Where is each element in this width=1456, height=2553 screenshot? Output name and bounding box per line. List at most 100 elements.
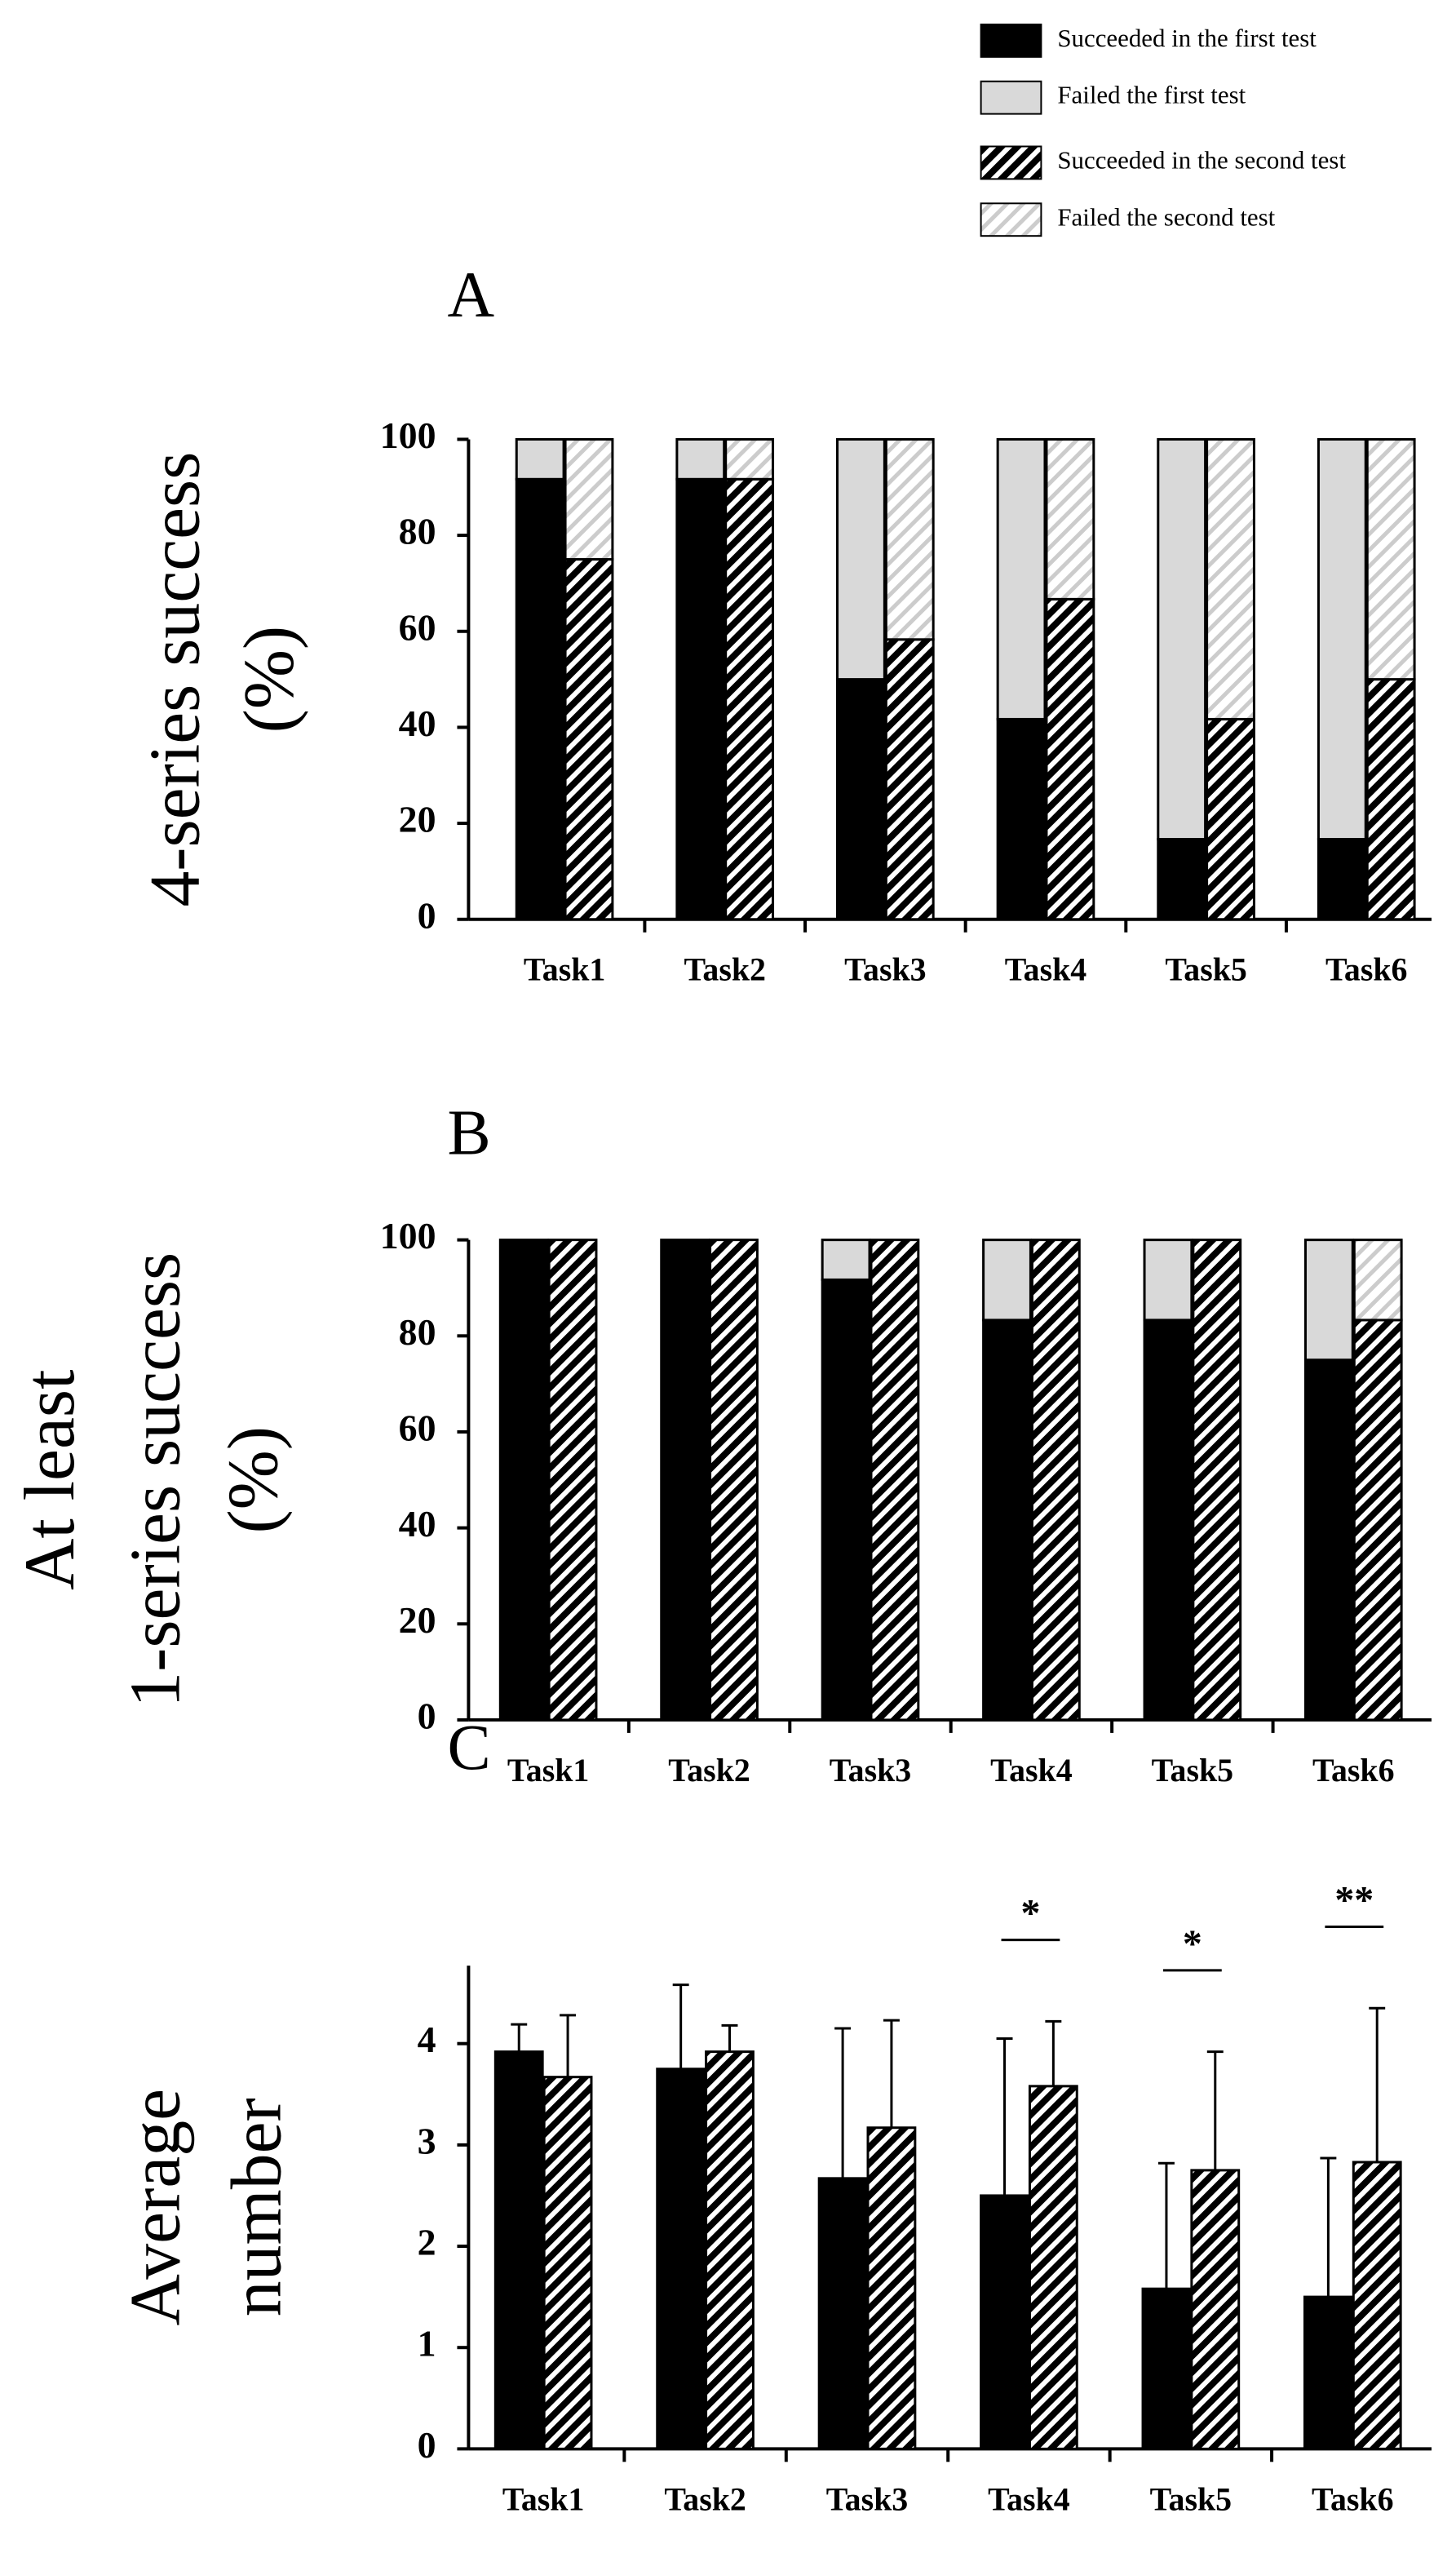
bar — [1028, 2085, 1078, 2450]
legend-label: Failed the first test — [1057, 81, 1246, 109]
bar — [1352, 2161, 1402, 2450]
significance-label: ** — [1334, 1879, 1374, 1922]
x-tick-label: Task5 — [1165, 951, 1247, 988]
bar-segment — [1157, 838, 1207, 921]
bar-segment — [1157, 437, 1207, 841]
y-tick-label: 100 — [380, 1215, 436, 1257]
x-tick-label: Task5 — [1150, 2480, 1233, 2517]
y-axis-label: 1-series success — [116, 1252, 195, 1708]
y-tick-label: 20 — [399, 799, 436, 840]
y-tick-label: 40 — [399, 1503, 436, 1545]
bar-segment — [709, 1239, 759, 1722]
bar-segment — [564, 437, 614, 561]
bar-segment — [498, 1239, 549, 1722]
x-tick-label: Task4 — [1005, 951, 1087, 988]
x-tick-label: Task2 — [668, 1752, 750, 1788]
y-tick-label: 4 — [418, 2019, 436, 2060]
bar-segment — [884, 638, 935, 921]
bar-segment — [821, 1239, 871, 1281]
bar-segment — [1143, 1319, 1193, 1722]
panel-label: B — [447, 1097, 490, 1168]
y-axis-label: (%) — [213, 1426, 292, 1534]
x-tick-label: Task1 — [502, 2480, 585, 2517]
bar-segment — [821, 1278, 871, 1722]
x-tick-label: Task3 — [826, 2480, 909, 2517]
significance-label: * — [1020, 1892, 1040, 1935]
bar-segment — [1192, 1239, 1242, 1722]
significance-label: * — [1183, 1922, 1202, 1966]
bar-segment — [724, 437, 775, 481]
bar-segment — [1352, 1319, 1403, 1722]
bar-segment — [884, 437, 935, 641]
bar-segment — [1365, 437, 1416, 681]
x-tick-label: Task1 — [507, 1752, 590, 1788]
bar — [656, 2068, 706, 2450]
y-tick-label: 0 — [418, 2424, 436, 2466]
x-tick-label: Task5 — [1152, 1752, 1234, 1788]
bar — [1303, 2295, 1353, 2450]
bar-segment — [1303, 1239, 1354, 1362]
bar-segment — [982, 1319, 1032, 1722]
bar — [980, 2194, 1029, 2450]
bar-segment — [660, 1239, 710, 1722]
bar-segment — [1365, 678, 1416, 921]
bar-segment — [1303, 1358, 1354, 1722]
x-tick-label: Task6 — [1325, 951, 1408, 988]
bar-segment — [870, 1239, 920, 1722]
bar-segment — [1143, 1239, 1193, 1322]
y-tick-label: 0 — [418, 894, 436, 936]
x-tick-label: Task6 — [1312, 2480, 1394, 2517]
legend-label: Failed the second test — [1057, 202, 1275, 231]
panel-label: A — [447, 259, 494, 330]
bar-segment — [982, 1239, 1032, 1322]
bar — [542, 2076, 593, 2450]
bar-segment — [1206, 437, 1255, 720]
bar-segment — [675, 437, 726, 481]
bar-segment — [836, 678, 886, 921]
legend-label: Succeeded in the second test — [1057, 146, 1346, 175]
y-tick-label: 1 — [418, 2323, 436, 2365]
y-axis-label: At least — [10, 1370, 89, 1590]
bar-segment — [515, 437, 565, 481]
y-axis-label: number — [216, 2098, 295, 2316]
bar — [493, 2050, 544, 2450]
bar-segment — [1317, 437, 1367, 841]
x-tick-label: Task1 — [524, 951, 606, 988]
y-tick-label: 80 — [399, 1311, 436, 1353]
y-axis-label: Average — [116, 2089, 195, 2326]
y-tick-label: 60 — [399, 606, 436, 648]
y-tick-label: 0 — [418, 1695, 436, 1736]
y-axis-label: (%) — [229, 626, 308, 734]
bar-segment — [996, 717, 1047, 921]
y-tick-label: 60 — [399, 1407, 436, 1448]
x-tick-label: Task2 — [664, 2480, 746, 2517]
bar-segment — [675, 477, 726, 921]
bar — [705, 2050, 755, 2450]
bar-segment — [1352, 1239, 1403, 1322]
bar-segment — [1045, 597, 1095, 921]
y-tick-label: 20 — [399, 1599, 436, 1641]
x-tick-label: Task4 — [988, 2480, 1070, 2517]
bar — [817, 2177, 868, 2450]
legend-swatch — [980, 23, 1042, 58]
bar-segment — [564, 558, 614, 921]
bar-segment — [724, 477, 775, 921]
bar — [1141, 2287, 1192, 2450]
bar-segment — [1317, 838, 1367, 921]
legend-swatch — [980, 145, 1042, 180]
x-tick-label: Task3 — [844, 951, 927, 988]
x-tick-label: Task4 — [990, 1752, 1073, 1788]
x-tick-label: Task3 — [830, 1752, 912, 1788]
x-tick-label: Task6 — [1312, 1752, 1395, 1788]
bar-segment — [836, 437, 886, 681]
legend-label: Succeeded in the first test — [1057, 24, 1317, 52]
bar-segment — [515, 477, 565, 921]
panel-label: C — [447, 1712, 490, 1784]
y-tick-label: 80 — [399, 511, 436, 552]
bar-segment — [1206, 717, 1255, 921]
y-tick-label: 3 — [418, 2120, 436, 2161]
y-tick-label: 100 — [380, 414, 436, 456]
y-tick-label: 2 — [418, 2222, 436, 2263]
legend-swatch — [980, 202, 1042, 237]
